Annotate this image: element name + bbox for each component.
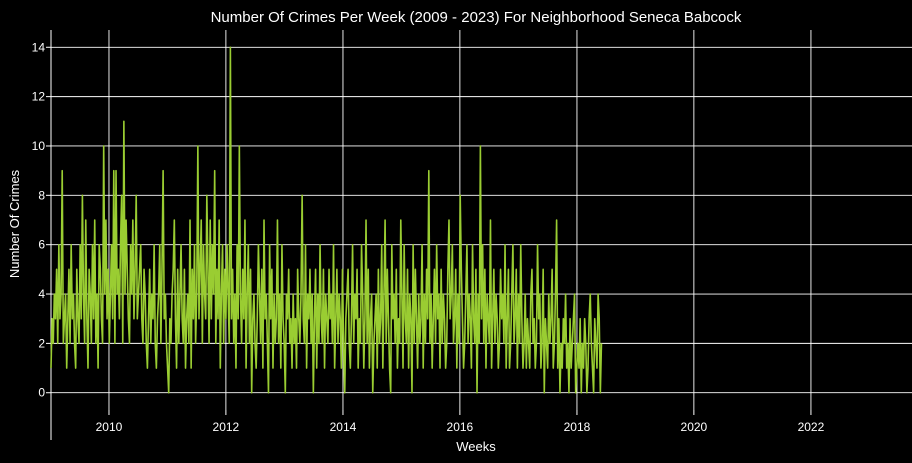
weekly-crimes-series-line [50,46,603,394]
x-tick-label: 2010 [96,420,123,434]
x-tick-label: 2022 [798,420,825,434]
x-tick-label: 2020 [681,420,708,434]
y-tick-label: 10 [32,139,46,153]
x-axis-label: Weeks [456,439,496,454]
y-tick-label: 6 [38,238,45,252]
x-tick-label: 2016 [447,420,474,434]
x-tick-label: 2012 [213,420,240,434]
chart-title: Number Of Crimes Per Week (2009 - 2023) … [211,9,742,26]
y-tick-label: 0 [38,386,45,400]
series-group [50,46,603,394]
y-tick-label: 14 [32,40,46,54]
y-tick-labels: 0 2 4 6 8 10 12 14 [32,40,46,399]
x-tick-label: 2018 [564,420,591,434]
y-tick-label: 8 [38,188,45,202]
axes [46,30,812,440]
x-tick-labels: 2010 2012 2014 2016 2018 2020 2022 [96,420,825,434]
y-tick-label: 4 [38,287,45,301]
y-tick-label: 12 [32,90,46,104]
y-axis-label: Number Of Crimes [7,169,22,278]
x-tick-label: 2014 [330,420,357,434]
y-tick-label: 2 [38,336,45,350]
